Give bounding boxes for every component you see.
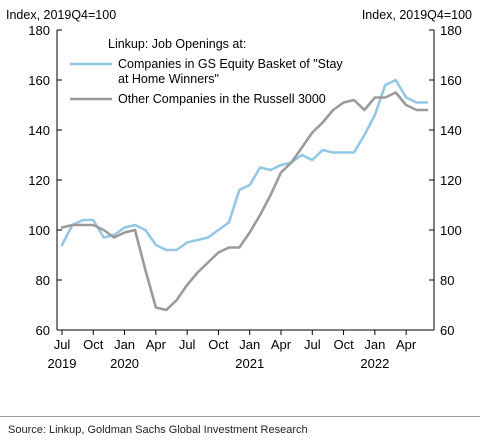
y-tick-right-label: 80 <box>440 273 454 288</box>
x-tick-label: Jan <box>239 337 260 352</box>
x-tick-label: Apr <box>271 337 292 352</box>
chart-legend: Linkup: Job Openings at: Companies in GS … <box>70 37 343 106</box>
y-tick-left-label: 140 <box>28 123 50 138</box>
x-year-label: 2022 <box>360 356 389 371</box>
y-tick-right-label: 160 <box>440 73 462 88</box>
source-note: Source: Linkup, Goldman Sachs Global Inv… <box>8 424 308 436</box>
x-tick-label: Jul <box>179 337 196 352</box>
y-axis-label-left: Index, 2019Q4=100 <box>6 8 117 22</box>
x-tick-label: Apr <box>396 337 417 352</box>
y-tick-left-label: 180 <box>28 23 50 38</box>
y-tick-right-label: 100 <box>440 223 462 238</box>
x-tick-label: Apr <box>146 337 167 352</box>
chart-axes <box>56 30 435 331</box>
chart-ticks: 60 60 80 80 100 100 120 120 140 140 160 160 180 180 Ju… <box>28 23 461 371</box>
y-tick-left-label: 80 <box>36 273 50 288</box>
x-year-label: 2019 <box>48 356 77 371</box>
x-tick-label: Jan <box>364 337 385 352</box>
y-tick-right-label: 140 <box>440 123 462 138</box>
x-year-label: 2020 <box>110 356 139 371</box>
y-tick-right-label: 60 <box>440 323 454 338</box>
y-tick-right-label: 180 <box>440 23 462 38</box>
legend-label-1: Companies in GS Equity Basket of "Stay at… <box>118 57 343 86</box>
x-tick-label: Oct <box>333 337 354 352</box>
series-line-1 <box>60 78 429 252</box>
x-tick-label: Oct <box>208 337 229 352</box>
divider <box>0 416 480 417</box>
x-tick-label: Oct <box>83 337 104 352</box>
y-tick-left-label: 160 <box>28 73 50 88</box>
chart-lines <box>60 78 429 312</box>
y-tick-left-label: 100 <box>28 223 50 238</box>
x-tick-label: Jul <box>54 337 71 352</box>
y-tick-left-label: 60 <box>36 323 50 338</box>
x-tick-label: Jan <box>114 337 135 352</box>
legend-title: Linkup: Job Openings at: <box>108 37 246 51</box>
x-tick-label: Jul <box>304 337 321 352</box>
x-year-label: 2021 <box>235 356 264 371</box>
y-tick-left-label: 120 <box>28 173 50 188</box>
series-line-2 <box>60 91 429 312</box>
y-tick-right-label: 120 <box>440 173 462 188</box>
y-axis-label-right: Index, 2019Q4=100 <box>361 8 472 22</box>
legend-label-2: Other Companies in the Russell 3000 <box>118 92 326 106</box>
